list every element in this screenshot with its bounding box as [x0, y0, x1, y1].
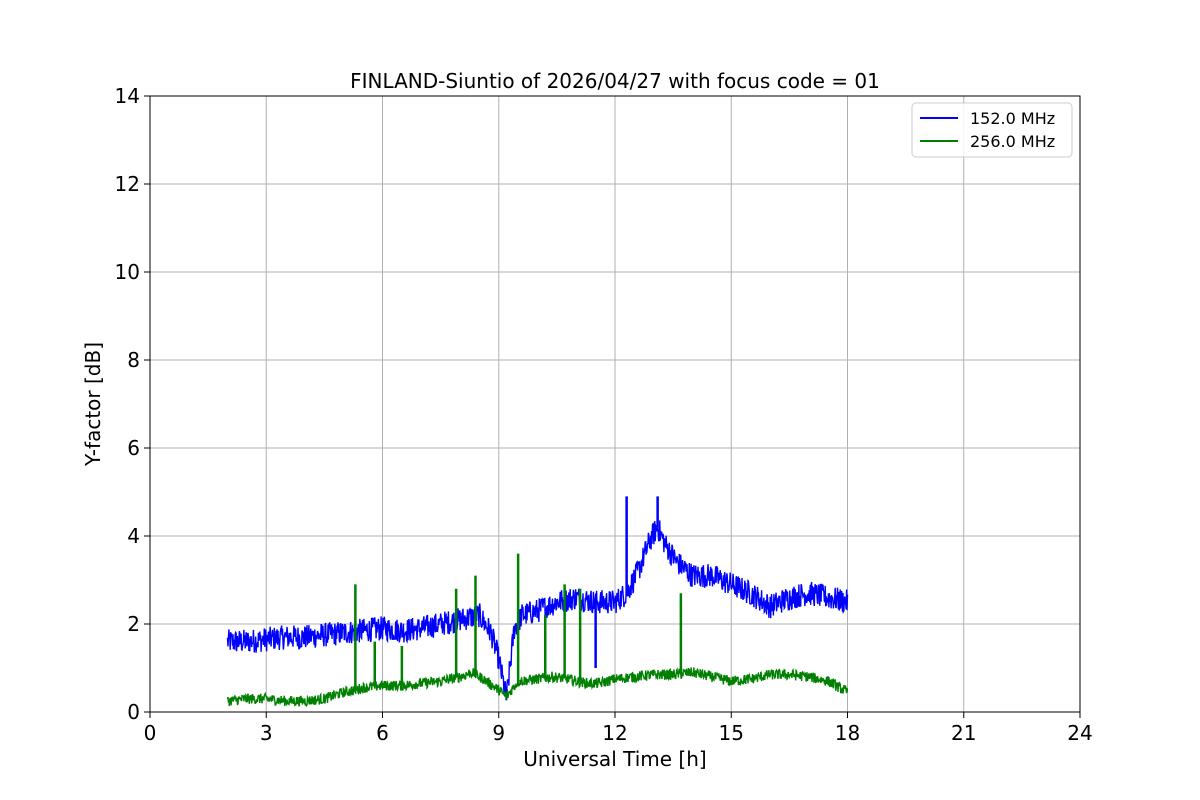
series-layer: [226, 496, 849, 708]
y-tick-label: 8: [127, 348, 140, 372]
y-tick-label: 0: [127, 700, 140, 724]
series-line-1: [226, 520, 849, 701]
x-tick-label: 9: [492, 721, 505, 745]
y-tick-label: 12: [115, 172, 140, 196]
legend: 152.0 MHz 256.0 MHz: [911, 102, 1073, 158]
y-tick-label: 14: [115, 84, 140, 108]
x-tick-label: 24: [1067, 721, 1092, 745]
y-tick-label: 4: [127, 524, 140, 548]
y-axis-label: Y-factor [dB]: [81, 342, 105, 467]
x-tick-label: 6: [376, 721, 389, 745]
x-tick-label: 3: [260, 721, 273, 745]
x-tick-label: 15: [719, 721, 744, 745]
series-line-2: [226, 667, 849, 708]
legend-label: 256.0 MHz: [970, 132, 1055, 151]
legend-label: 152.0 MHz: [970, 109, 1055, 128]
x-tick-label: 12: [602, 721, 627, 745]
grid: [149, 95, 1081, 713]
chart-title: FINLAND-Siuntio of 2026/04/27 with focus…: [350, 69, 880, 93]
x-tick-label: 0: [144, 721, 157, 745]
x-tick-label: 18: [835, 721, 860, 745]
y-tick-label: 2: [127, 612, 140, 636]
legend-box: [911, 102, 1073, 158]
x-tick-label: 21: [951, 721, 976, 745]
y-tick-label: 10: [115, 260, 140, 284]
x-axis-label: Universal Time [h]: [523, 747, 706, 771]
y-tick-label: 6: [127, 436, 140, 460]
